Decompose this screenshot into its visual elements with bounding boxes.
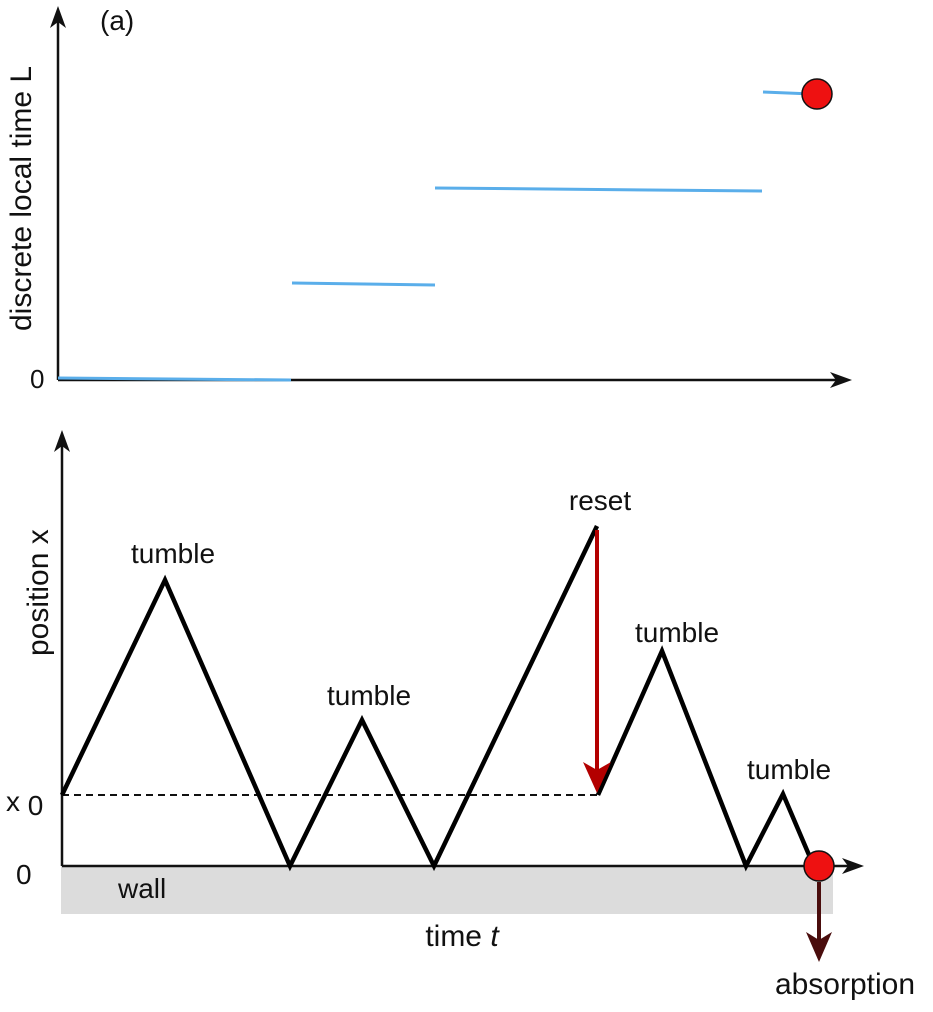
bottom-y-axis-label: position x: [22, 529, 55, 656]
top-zero-tick-label: 0: [30, 364, 44, 394]
top-panel: (a) discrete local time L 0: [5, 5, 852, 394]
time-axis-label-var: t: [490, 920, 500, 953]
tumble-label-4: tumble: [747, 754, 831, 785]
local-time-segment-1: [291, 281, 436, 287]
time-axis-label: time t: [425, 920, 500, 953]
bottom-zero-tick-label: 0: [16, 859, 32, 890]
local-time-absorption-dot: [801, 78, 833, 110]
top-y-axis-label: discrete local time L: [5, 66, 38, 331]
wall-region: [61, 866, 833, 914]
bottom-panel: wall position x x 0 0 reset tumble tumbl…: [6, 430, 915, 1001]
absorption-arrow-head: [806, 932, 832, 962]
reset-label: reset: [569, 485, 631, 516]
x0-tick-label-text: x: [6, 786, 20, 817]
bottom-y-axis-arrowhead: [54, 430, 70, 452]
x0-tick-label: x 0: [6, 786, 43, 821]
tumble-label-3: tumble: [635, 617, 719, 648]
wall-label: wall: [117, 873, 166, 904]
absorption-label: absorption: [775, 968, 915, 1001]
local-time-segment-0: [57, 376, 292, 382]
trajectory-before-reset: [59, 525, 600, 872]
tumble-label-1: tumble: [131, 538, 215, 569]
local-time-segment-2: [434, 186, 763, 193]
top-x-axis-arrowhead: [830, 372, 852, 388]
x0-subscript: 0: [28, 790, 44, 821]
reset-arrow-head: [583, 762, 611, 793]
trajectory-after-reset: [595, 645, 815, 872]
absorption-dot: [803, 850, 835, 882]
bottom-x-axis-arrowhead: [842, 858, 864, 874]
panel-label: (a): [100, 5, 134, 36]
time-axis-label-main: time: [425, 920, 482, 953]
top-y-axis-arrowhead: [50, 6, 66, 28]
tumble-label-2: tumble: [327, 680, 411, 711]
